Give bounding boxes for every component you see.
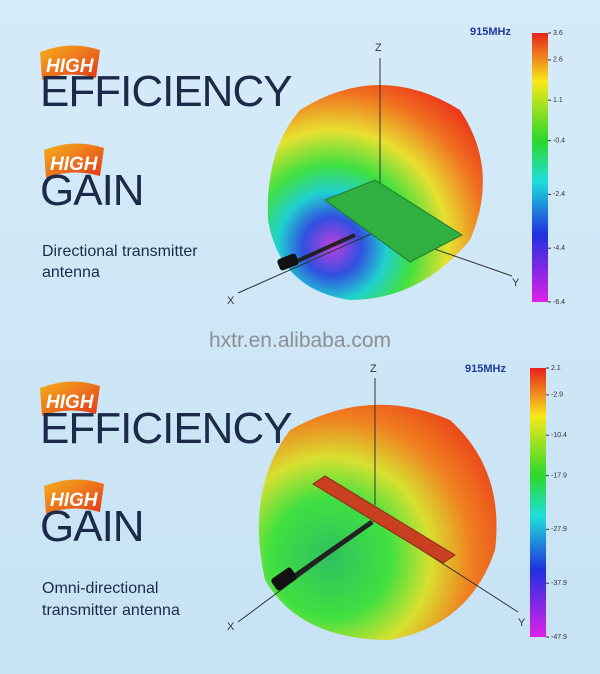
badge: HIGH [50, 154, 99, 175]
antenna-arm [312, 475, 456, 564]
colorbar-tick-label: -6.4 [553, 299, 565, 306]
colorbar-tick-label: -47.9 [551, 634, 567, 641]
frequency: 915MHz [465, 363, 506, 375]
connector [277, 253, 299, 271]
headline: EFFICIENCY [40, 404, 292, 453]
badge-flag [40, 45, 100, 80]
watermark: hxtr.en.alibaba.com [209, 329, 391, 352]
colorbar-tick-label: -10.4 [551, 432, 567, 439]
badge-flag [40, 381, 100, 416]
colorbar [532, 33, 548, 302]
colorbar-tick-label: -17.9 [551, 472, 567, 479]
description: transmitter antenna [42, 602, 180, 619]
badge-flag [44, 143, 104, 178]
description: Omni-directional [42, 580, 158, 597]
x-axis [237, 229, 381, 294]
colorbar-tick-label: -2.9 [551, 392, 563, 399]
colorbar [530, 368, 546, 637]
panel: HIGH EFFICIENCY HIGH GAIN Omni-direction… [40, 363, 546, 640]
colorbar-tick-label: -4.4 [553, 245, 565, 252]
headline: EFFICIENCY [40, 67, 292, 116]
antenna-cable [294, 233, 356, 264]
colorbar-tick-label: 1.1 [553, 97, 563, 104]
axis-label: Y [518, 617, 526, 629]
antenna-plate [323, 179, 464, 263]
axis-label: Z [375, 42, 382, 54]
colorbar-tick-label: -37.9 [551, 580, 567, 587]
axis-label: X [227, 621, 235, 633]
colorbar-tick-label: 2.6 [553, 57, 563, 64]
connector [271, 567, 297, 591]
colorbar-tick-label: -2.4 [553, 191, 565, 198]
badge-flag [44, 479, 104, 514]
headline: GAIN [40, 166, 144, 215]
badge: HIGH [46, 392, 95, 413]
colorbar-tick-label: 2.1 [551, 365, 561, 372]
colorbar-tick-label: -27.9 [551, 526, 567, 533]
description: antenna [42, 264, 100, 281]
frequency: 915MHz [470, 26, 511, 38]
axis-label: Y [512, 277, 520, 289]
colorbar-tick-label: 3.6 [553, 30, 563, 37]
badge: HIGH [46, 56, 95, 77]
axis-label: Z [370, 363, 377, 375]
axis-label: X [227, 295, 235, 307]
colorbar-tick-label: -0.4 [553, 137, 565, 144]
description: Directional transmitter [42, 243, 198, 260]
antenna-cable [290, 519, 374, 581]
panel: HIGH EFFICIENCY HIGH GAIN Directional tr… [40, 26, 548, 307]
badge: HIGH [50, 490, 99, 511]
headline: GAIN [40, 502, 144, 551]
